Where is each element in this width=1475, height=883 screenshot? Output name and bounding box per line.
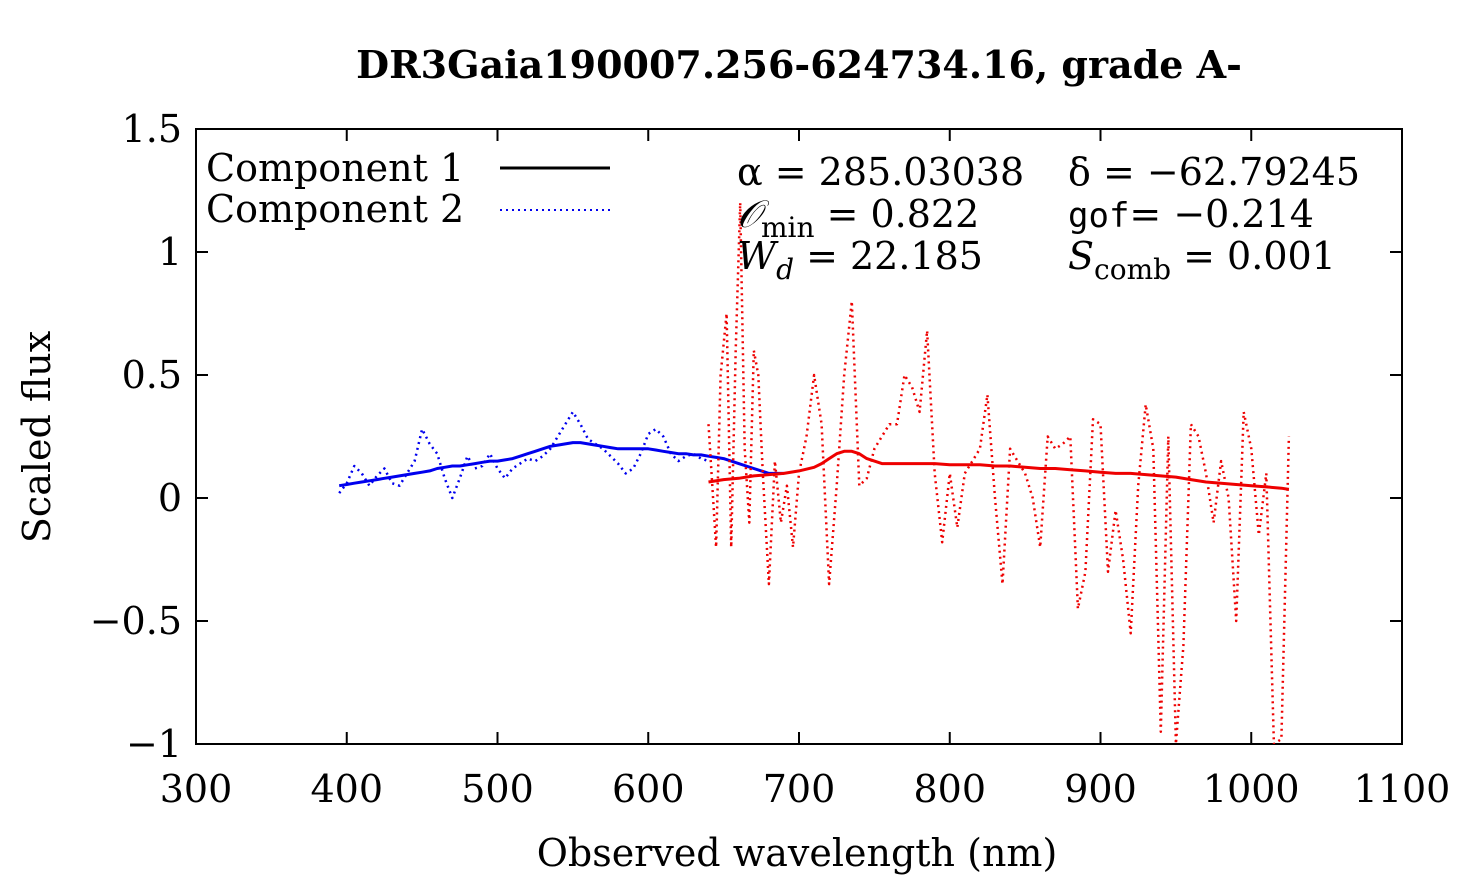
y-tick-label: 1.5 [122,107,182,151]
fit-annotations: α = 285.03038 δ = −62.79245 𝒪min = 0.822… [737,150,1360,286]
scomb-annotation: Scomb = 0.001 [1068,234,1336,286]
y-tick-label: 0.5 [122,353,182,397]
series-line-2 [708,449,1290,491]
y-axis-label: Scaled flux [15,331,59,543]
scomb-value: = 0.001 [1171,234,1336,278]
scomb-subscript: comb [1094,253,1171,286]
x-tick-label: 400 [310,767,383,811]
x-tick-label: 1000 [1203,767,1300,811]
x-tick-label: 800 [913,767,986,811]
omin-value: = 0.822 [815,192,980,236]
y-tick-label: 0 [158,476,182,520]
x-tick-label: 1100 [1354,767,1451,811]
y-tick-label: −1 [126,722,182,766]
omin-annotation: 𝒪min = 0.822 [737,192,979,244]
delta-annotation: δ = −62.79245 [1068,150,1360,194]
chart-title: DR3Gaia190007.256-624734.16, grade A- [356,42,1242,87]
wd-annotation: Wd = 22.185 [737,234,983,286]
gof-word: gof [1068,196,1129,236]
legend-label-component-2: Component 2 [206,187,464,231]
y-axis: −1 −0.5 0 0.5 1 1.5 [90,107,1402,766]
x-tick-label: 600 [612,767,685,811]
alpha-annotation: α = 285.03038 [737,150,1024,194]
series-line-3 [707,201,1291,744]
series-line-0 [338,441,784,488]
x-tick-label: 700 [763,767,836,811]
y-tick-label: 1 [158,230,182,274]
y-tick-label: −0.5 [90,599,182,643]
x-axis: 300 400 500 600 700 800 900 1000 1100 [160,129,1451,811]
wd-symbol: W [737,234,779,278]
scomb-symbol: S [1068,234,1094,278]
wd-subscript: d [776,253,794,286]
x-tick-label: 900 [1064,767,1137,811]
wd-value: = 22.185 [794,234,983,278]
legend-label-component-1: Component 1 [206,146,464,190]
x-axis-label: Observed wavelength (nm) [537,831,1058,875]
legend: Component 1 Component 2 [206,146,610,231]
omin-subscript: min [761,211,815,244]
x-tick-label: 300 [160,767,233,811]
gof-annotation: gof= −0.214 [1068,192,1314,236]
series-layer [338,201,1291,744]
gof-value: = −0.214 [1129,192,1314,236]
x-tick-label: 500 [461,767,534,811]
